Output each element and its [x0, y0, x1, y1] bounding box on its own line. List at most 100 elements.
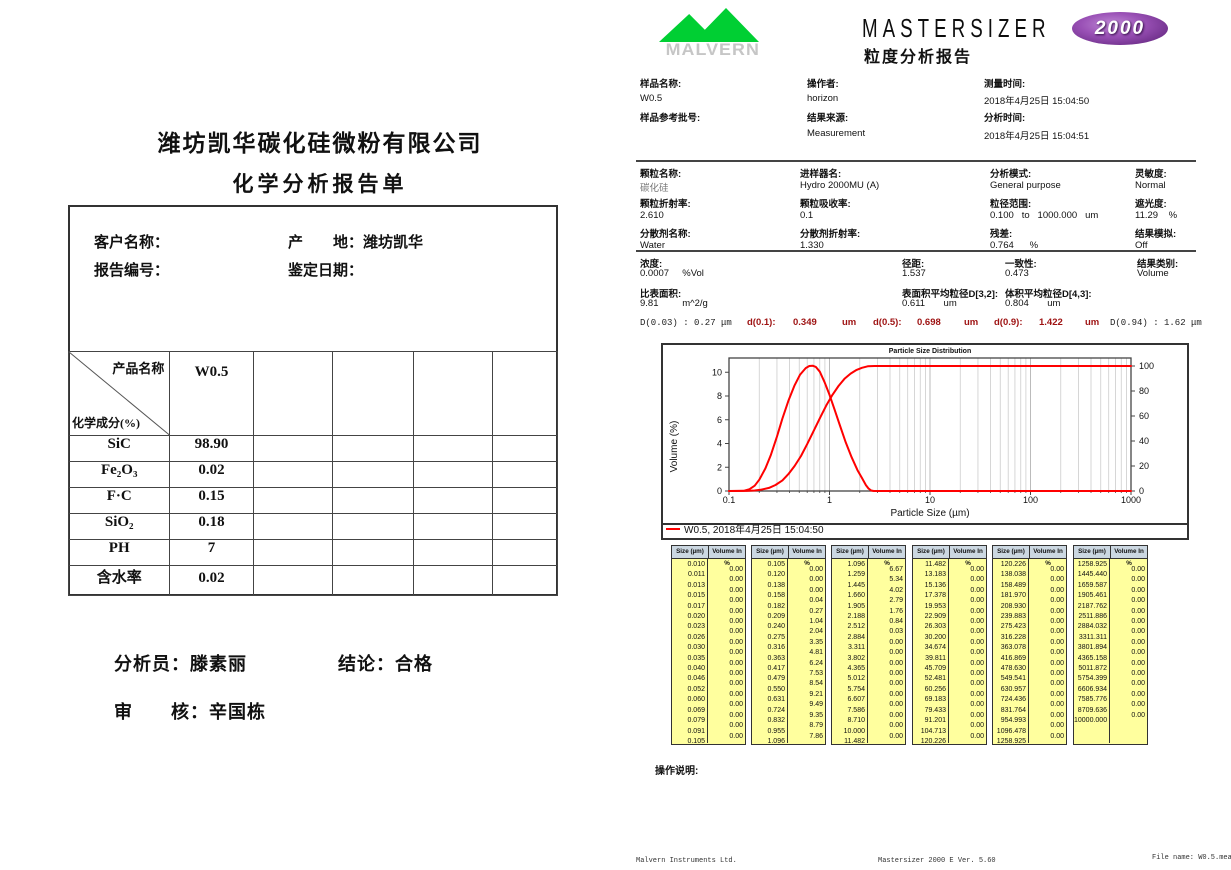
volume-cell: 0.00: [729, 566, 743, 573]
size-cell: 8.710: [847, 717, 865, 725]
size-cell: 1445.440: [1077, 571, 1107, 579]
component-value: 0.02: [169, 565, 254, 596]
size-cell: 0.832: [767, 717, 785, 725]
d50-unit: um: [964, 317, 979, 328]
measured-time-label: 测量时间:: [984, 79, 1026, 90]
malvern-logo: MALVERN: [653, 6, 765, 59]
volume-cell: 0.00: [1131, 680, 1145, 688]
d43-label: 体积平均粒径D[4,3]:: [1005, 289, 1092, 300]
result-source-value: Measurement: [807, 128, 866, 139]
volume-cell: 0.00: [970, 659, 984, 667]
report-no-label: 报告编号：: [94, 263, 170, 279]
volume-cell: 0.00: [729, 649, 743, 657]
size-column-header: Size (µm): [832, 546, 869, 558]
size-cell: 2187.762: [1077, 602, 1107, 610]
size-cell: 0.105: [767, 561, 785, 568]
component-name: PH: [67, 539, 171, 566]
volume-cell: 0.03: [889, 628, 903, 636]
chart-text: 2: [717, 462, 722, 472]
volume-cell: 0.00: [729, 670, 743, 678]
volume-cell: 8.79: [809, 722, 823, 730]
particle-name-value: 碳化硅: [640, 183, 669, 194]
volume-cell: 0.00: [970, 576, 984, 584]
size-cell: 0.120: [767, 571, 785, 579]
legend-line-icon: [666, 527, 680, 530]
volume-cell: 0.00: [729, 732, 743, 740]
volume-cell: 0.00: [970, 566, 984, 573]
size-cell: 3311.311: [1078, 633, 1107, 641]
size-table-header: Size (µm) Volume In %: [913, 546, 986, 567]
volume-cell: 0.00: [1050, 628, 1064, 636]
size-cell: 17.378: [924, 592, 946, 600]
size-cell: 0.105: [687, 737, 705, 745]
d50-value: 0.698: [917, 317, 941, 328]
footer-instrument: Mastersizer 2000 E Ver. 5.60 Serial Numb…: [878, 839, 996, 870]
table-row: Fe₂O₃ 0.02: [67, 461, 558, 488]
d10-label: d(0.1):: [747, 317, 776, 328]
empty-cell: [252, 351, 333, 436]
size-cell: 5.012: [847, 675, 865, 683]
component-name: F·C: [67, 487, 171, 514]
size-cell: 11.482: [925, 561, 946, 568]
chemical-report-box: 客户名称： 产 地：潍坊凯华 报告编号： 鉴定日期： 产品名称 化学成分(%) …: [67, 205, 558, 596]
size-cell: 120.226: [1000, 561, 1026, 568]
divider: [636, 250, 1196, 252]
dispersant-ri-label: 分散剂折射率:: [800, 229, 861, 240]
size-table-body: 11.482 13.183 15.136 17.378 19.953 22.909 26.3…: [913, 559, 986, 745]
chemical-composition-table: 产品名称 化学成分(%) W0.5 SiC 98.90 Fe₂O₃ 0.02 F…: [67, 351, 558, 596]
chart-text: 0.1: [723, 495, 736, 505]
volume-cell: 0.00: [889, 659, 903, 667]
volume-cell: 0.00: [729, 690, 743, 698]
volume-cell: 0.00: [970, 618, 984, 626]
size-cell: 0.479: [767, 675, 785, 683]
size-cell: 0.011: [688, 571, 705, 579]
size-cell: 1.660: [847, 592, 865, 600]
volume-cell: 0.00: [1131, 597, 1145, 605]
volume-cell: 0.00: [1050, 670, 1064, 678]
size-cell: 0.046: [687, 675, 705, 683]
size-cell: 1096.478: [996, 727, 1026, 735]
diagonal-header-cell: 产品名称 化学成分(%): [67, 351, 171, 436]
size-cell: 69.183: [924, 696, 946, 704]
chart-text: 8: [717, 391, 722, 401]
divider: [636, 160, 1196, 162]
footer-line: File name: W0.5.mea: [1152, 854, 1231, 862]
size-table-body: 1258.925 1445.440 1659.587 1905.461 2187.762…: [1074, 559, 1147, 743]
size-cell: 4365.158: [1077, 654, 1107, 662]
volume-cell: 0.00: [729, 576, 743, 584]
volume-cell: 0.00: [1131, 566, 1145, 573]
volume-cell: 0.00: [1131, 576, 1145, 584]
size-table-body: 0.010 0.011 0.013 0.015 0.017 0.020 0.023 0.026…: [672, 559, 745, 745]
volume-cell: 0.00: [970, 670, 984, 678]
chart-legend: W0.5, 2018年4月25日 15:04:50: [661, 519, 1189, 540]
volume-cell: 0.00: [970, 597, 984, 605]
volume-cell: 0.00: [1050, 649, 1064, 657]
particle-ri-value: 2.610: [640, 210, 664, 221]
curve-cumulative-volume: [728, 365, 1132, 492]
size-cell: 0.091: [687, 727, 705, 735]
size-cell: 3.802: [847, 654, 865, 662]
diagonal-line: [69, 352, 170, 435]
reviewer-signature: 审 核：辛国栋: [114, 702, 266, 722]
volume-cell: 0.04: [809, 597, 823, 605]
d32-value: 0.611 um: [902, 298, 957, 309]
size-cell: 0.052: [687, 685, 705, 693]
size-cell: 34.674: [924, 644, 946, 652]
volume-cell: 0.00: [1050, 680, 1064, 688]
volume-cell: 0.00: [809, 576, 823, 584]
size-table-4: Size (µm) Volume In % 11.482 13.183 15.136 17…: [912, 545, 987, 745]
size-cell: 0.017: [687, 602, 705, 610]
chart-text: 100: [1139, 361, 1154, 371]
volume-cell: 0.00: [729, 711, 743, 719]
size-cell: 6606.934: [1077, 685, 1107, 693]
table-row: SiC 98.90: [67, 435, 558, 462]
volume-cell: 0.00: [809, 586, 823, 594]
size-cell: 316.228: [1000, 633, 1026, 641]
size-cell: 181.970: [1000, 592, 1026, 600]
volume-cell: 0.00: [1050, 701, 1064, 709]
size-column: 120.226 138.038 158.489 181.970 208.930 239.8…: [993, 559, 1029, 745]
size-column-header: Size (µm): [1074, 546, 1111, 558]
size-cell: 7.586: [847, 706, 865, 714]
analysis-model-value: General purpose: [990, 180, 1061, 191]
